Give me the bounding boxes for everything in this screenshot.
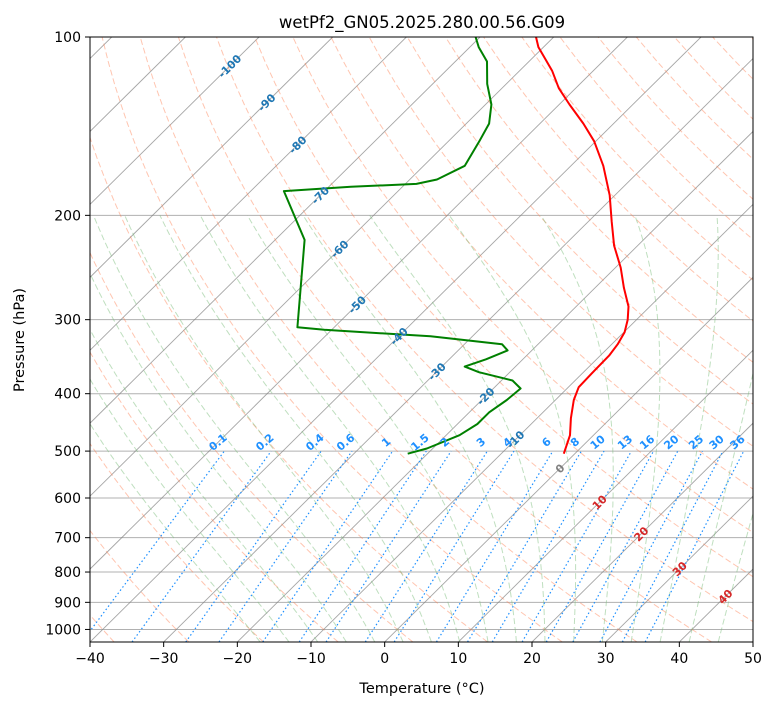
x-tick-label: 0 bbox=[380, 651, 389, 667]
x-tick-label: 50 bbox=[744, 651, 762, 667]
isotherm-line bbox=[384, 276, 753, 642]
dry-adiabat-line bbox=[90, 135, 488, 642]
y-tick-label: 200 bbox=[54, 208, 81, 224]
y-tick-label: 500 bbox=[54, 444, 81, 460]
moist-adiabat-line bbox=[159, 215, 432, 642]
moist-adiabat-line bbox=[90, 272, 347, 642]
mixing-ratio-line bbox=[521, 450, 632, 642]
y-tick-label: 300 bbox=[54, 313, 81, 329]
axes-layer: −40 −30 −20 −10 0 10 20 30 40 50 100 200 300 400 500 60… bbox=[45, 30, 762, 667]
isotherm-line bbox=[310, 203, 753, 642]
isotherm-line bbox=[163, 57, 753, 642]
moist-adiabat-line bbox=[540, 215, 614, 642]
x-tick-label: 10 bbox=[449, 651, 467, 667]
dry-adiabat-line bbox=[90, 251, 414, 642]
moist-adiabat-line bbox=[369, 215, 546, 642]
isotherm-line bbox=[90, 37, 628, 570]
dry-adiabat-line bbox=[254, 37, 753, 578]
isotherm-line bbox=[90, 37, 702, 642]
moist-adiabat-line bbox=[246, 215, 489, 642]
x-tick-label: −30 bbox=[149, 651, 179, 667]
moist-adiabat-line bbox=[90, 422, 261, 642]
y-tick-label: 900 bbox=[54, 595, 81, 611]
moist-adiabat-line bbox=[90, 328, 319, 642]
moist-adiabat-line bbox=[688, 371, 753, 642]
isotherm-line bbox=[90, 37, 334, 278]
y-tick-label: 800 bbox=[54, 565, 81, 581]
isotherm-line bbox=[90, 37, 407, 351]
moist-adiabat-line bbox=[93, 215, 376, 642]
dewpoint-profile-line bbox=[282, 37, 522, 455]
mixing-ratio-line bbox=[185, 450, 322, 642]
mixing-ratio-line bbox=[131, 450, 272, 642]
isotherm-line bbox=[90, 37, 481, 424]
dry-adiabat-line bbox=[216, 37, 753, 623]
dry-adiabat-line bbox=[90, 442, 264, 642]
dry-adiabat-line bbox=[750, 37, 753, 41]
isotherm-line bbox=[752, 641, 753, 642]
moist-adiabat-line bbox=[90, 378, 290, 642]
dry-adiabat-line bbox=[330, 37, 753, 490]
mixing-ratio-line bbox=[491, 450, 605, 642]
isotherm-line bbox=[90, 37, 260, 206]
dry-adiabat-line bbox=[90, 351, 339, 642]
x-tick-label: −40 bbox=[75, 651, 105, 667]
y-axis-title: Pressure (hPa) bbox=[12, 288, 28, 392]
temperature-profile-line bbox=[535, 37, 630, 455]
isotherm-line bbox=[605, 495, 753, 642]
x-tick-label: 40 bbox=[670, 651, 688, 667]
mixing-ratio-line bbox=[262, 450, 394, 642]
moist-adiabat-line bbox=[124, 215, 404, 642]
dry-adiabat-line bbox=[483, 37, 753, 322]
x-tick-label: 30 bbox=[597, 651, 615, 667]
dry-adiabat-line bbox=[90, 529, 190, 642]
y-tick-label: 1000 bbox=[45, 622, 81, 638]
moist-adiabat-line bbox=[448, 215, 577, 642]
x-tick-label: −20 bbox=[223, 651, 253, 667]
moist-adiabat-line bbox=[630, 215, 661, 642]
dry-adiabat-line bbox=[177, 37, 712, 642]
mixing-ratio-line bbox=[466, 450, 582, 642]
moist-adiabat-line bbox=[199, 215, 461, 642]
mixing-ratio-line bbox=[218, 450, 353, 642]
mixing-ratio-line bbox=[545, 450, 655, 642]
plot-frame bbox=[89, 36, 754, 643]
background-lines bbox=[90, 37, 753, 642]
series-layer bbox=[282, 37, 630, 455]
mixing-ratio-line bbox=[393, 450, 515, 642]
mixing-ratio-line bbox=[572, 450, 679, 642]
x-tick-label: 20 bbox=[523, 651, 541, 667]
mixing-ratio-line bbox=[435, 450, 554, 642]
moist-adiabat-line bbox=[717, 511, 753, 642]
isotherm-line bbox=[237, 130, 753, 642]
dry-adiabat-line bbox=[101, 37, 563, 642]
y-tick-label: 700 bbox=[54, 531, 81, 547]
isotherm-line bbox=[531, 422, 753, 642]
dry-adiabat-line bbox=[292, 37, 753, 534]
moist-adiabat-line bbox=[659, 215, 719, 642]
isotherm-line bbox=[90, 37, 555, 497]
y-tick-label: 400 bbox=[54, 387, 81, 403]
isotherm-line bbox=[458, 349, 753, 642]
dry-adiabat-line bbox=[445, 37, 753, 363]
y-tick-label: 600 bbox=[54, 491, 81, 507]
y-tick-label: 100 bbox=[54, 30, 81, 46]
mixing-ratio-line bbox=[364, 450, 488, 642]
moist-adiabat-line bbox=[302, 215, 517, 642]
x-tick-label: −10 bbox=[296, 651, 326, 667]
chart-title: wetPf2_GN05.2025.280.00.56.G09 bbox=[279, 13, 565, 33]
mixing-ratio-line bbox=[599, 450, 703, 642]
x-axis-title: Temperature (°C) bbox=[358, 681, 484, 697]
dry-adiabat-line bbox=[368, 37, 753, 447]
